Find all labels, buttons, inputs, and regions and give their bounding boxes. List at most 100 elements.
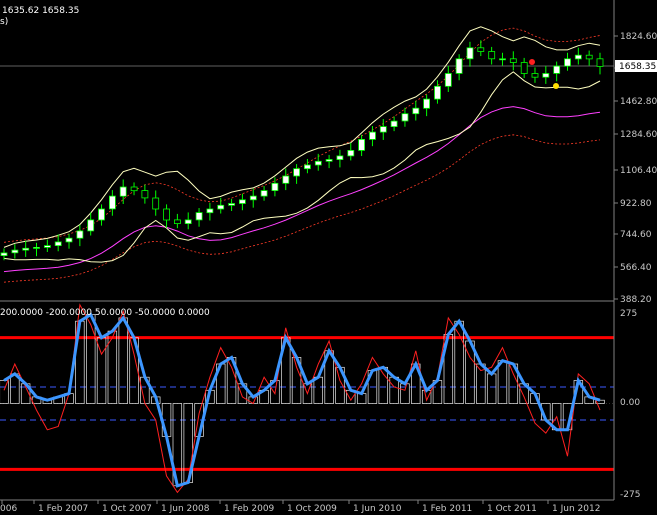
candle-body — [466, 47, 474, 60]
price-tick-label: 388.20 — [620, 295, 652, 305]
candle-body — [87, 219, 95, 232]
time-axis: 006 1 Feb 2007 1 Oct 2007 1 Jun 2008 1 Feb 2… — [0, 500, 600, 514]
histogram-bar — [486, 373, 497, 404]
current-price-box — [615, 60, 657, 72]
candle-body — [217, 204, 225, 210]
moving-average-line — [3, 106, 601, 273]
histogram-bar — [378, 366, 388, 404]
candle-body — [184, 219, 192, 224]
oscillator-signal-line — [3, 303, 601, 494]
candle-body — [109, 195, 116, 210]
histogram-bar — [96, 337, 107, 404]
price-tick-label: 744.60 — [620, 230, 652, 240]
candle-body — [65, 237, 73, 243]
candle-body — [76, 230, 84, 239]
candle-body — [531, 73, 539, 78]
time-tick-label: 1 Feb 2011 — [422, 504, 472, 514]
candle-body — [54, 241, 62, 246]
candle-body — [499, 58, 506, 61]
oscillator-header-info: 200.0000 -200.0000 50.0000 -50.0000 0.00… — [0, 308, 210, 318]
oscillator-tick-label: 0.00 — [620, 398, 640, 408]
envelope-lower-line — [3, 134, 601, 283]
bollinger-lower-line — [3, 71, 601, 263]
price-axis: 1824.60 1462.80 1284.60 1106.40 922.80 744.60… — [614, 32, 657, 305]
candle-body — [314, 160, 322, 166]
candle-body — [228, 203, 236, 206]
candle-body — [596, 58, 604, 67]
candle-body — [98, 208, 105, 221]
candle-body — [358, 138, 366, 151]
time-tick-label: 1 Oct 2011 — [487, 504, 537, 514]
candle-body — [293, 168, 301, 177]
candle-body — [509, 58, 517, 63]
oscillator-tick-label: -275 — [620, 490, 640, 500]
candle-body — [44, 245, 51, 248]
candle-body — [33, 246, 40, 249]
candle-body — [22, 247, 30, 251]
oscillator-axis: 275 0.00 -275 — [620, 309, 640, 500]
candle-body — [434, 85, 441, 100]
candle-body — [282, 175, 290, 184]
time-tick-label: 1 Jun 2010 — [353, 504, 402, 514]
price-tick-label: 1106.40 — [620, 166, 657, 176]
histogram-bar — [313, 376, 323, 404]
candle-body — [564, 58, 571, 67]
candle-body — [249, 195, 257, 201]
candle-body — [0, 252, 8, 256]
candle-body — [488, 51, 496, 60]
candle-body — [455, 58, 463, 74]
candle-body — [444, 73, 452, 87]
time-tick-label: 1 Feb 2009 — [224, 504, 275, 514]
candle-body — [163, 208, 171, 221]
time-tick-label: 1 Jun 2012 — [552, 504, 600, 514]
candle-body — [553, 65, 561, 74]
price-tick-label: 1824.60 — [620, 32, 657, 42]
candle-body — [369, 131, 376, 140]
price-tick-label: 922.80 — [620, 199, 652, 209]
candle-body — [206, 208, 214, 214]
histogram-bar — [595, 399, 605, 404]
candle-body — [477, 47, 485, 52]
candle-body — [379, 126, 387, 133]
candle-body — [574, 54, 582, 60]
candle-body — [195, 212, 203, 221]
candle-body — [336, 155, 344, 160]
time-tick-label: 1 Feb 2007 — [38, 504, 88, 514]
time-tick-label: 1 Jun 2008 — [161, 504, 210, 514]
candle-body — [11, 249, 19, 254]
time-tick-label: 006 — [0, 504, 17, 514]
candle-body — [542, 73, 550, 78]
candle-body — [130, 186, 138, 192]
histogram-bar — [389, 376, 399, 404]
oscillator-tick-label: 275 — [620, 309, 637, 319]
candle-body — [585, 54, 593, 60]
signal-dot-red — [529, 59, 535, 65]
signal-dot-yellow — [553, 83, 559, 89]
candle-body — [412, 107, 420, 115]
histogram-bar — [86, 314, 96, 404]
histogram-bar — [497, 360, 508, 404]
price-tick-label: 566.40 — [620, 263, 652, 273]
current-price-label: 1658.35 — [619, 62, 656, 72]
time-tick-label: 1 Oct 2007 — [102, 504, 152, 514]
candle-body — [423, 98, 431, 109]
candle-body — [271, 182, 279, 192]
candle-body — [119, 186, 127, 197]
main-header-info: 1635.62 1658.35 — [2, 6, 79, 16]
histogram-bar — [421, 389, 432, 404]
oscillator-main-line — [3, 312, 601, 488]
price-pane[interactable] — [0, 26, 614, 283]
histogram-bar — [454, 320, 464, 404]
candle-body — [390, 120, 398, 127]
main-header-suffix: s) — [0, 17, 8, 27]
oscillator-pane[interactable] — [0, 303, 614, 494]
candle-body — [303, 164, 311, 170]
price-tick-label: 1462.80 — [620, 97, 657, 107]
price-tick-label: 1284.60 — [620, 130, 657, 140]
candle-body — [520, 62, 528, 74]
candle-body — [260, 190, 268, 197]
candle-body — [401, 113, 409, 122]
candle-body — [152, 197, 160, 210]
